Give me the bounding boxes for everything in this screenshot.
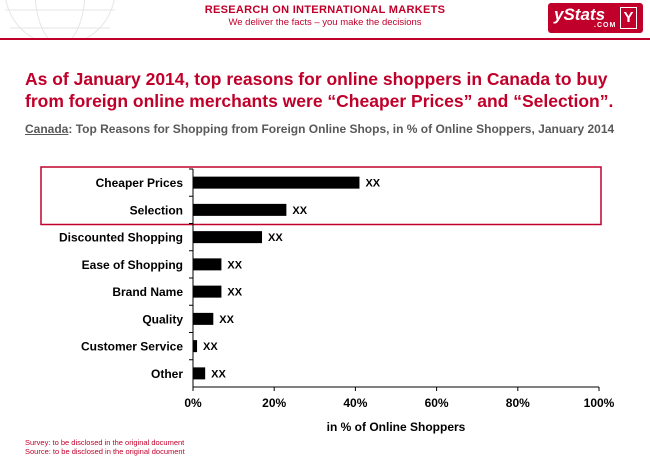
subtitle-text: : Top Reasons for Shopping from Foreign … (68, 122, 615, 136)
bar-value-label: XX (227, 287, 242, 299)
x-tick-label: 100% (584, 396, 615, 410)
category-label: Selection (130, 203, 183, 217)
category-label: Ease of Shopping (82, 258, 183, 272)
bar-value-label: XX (292, 205, 307, 217)
ystats-logo: yStats .COM Y (548, 3, 643, 33)
x-tick-label: 0% (184, 396, 202, 410)
logo-mark: Y (620, 7, 637, 29)
subtitle-country: Canada (25, 122, 69, 136)
slide-title: As of January 2014, top reasons for onli… (25, 69, 614, 111)
bar (193, 258, 222, 271)
footer-survey: Survey: to be disclosed in the original … (25, 438, 185, 447)
bar (193, 203, 287, 216)
bar (193, 340, 198, 353)
x-tick-label: 20% (262, 396, 286, 410)
bar (193, 176, 360, 189)
logo-text: yStats (554, 5, 606, 24)
x-axis-label: in % of Online Shoppers (327, 420, 466, 434)
bar (193, 285, 222, 298)
bar-value-label: XX (365, 178, 380, 190)
footer: Survey: to be disclosed in the original … (25, 438, 185, 456)
bar-value-label: XX (211, 368, 226, 380)
category-label: Discounted Shopping (59, 231, 183, 245)
globe-icon (5, 0, 115, 38)
bar-value-label: XX (227, 259, 242, 271)
footer-source: Source: to be disclosed in the original … (25, 447, 185, 456)
bar-value-label: XX (219, 314, 234, 326)
bar-value-label: XX (203, 341, 218, 353)
chart-subtitle: Canada: Top Reasons for Shopping from Fo… (25, 122, 625, 137)
x-tick-label: 40% (343, 396, 367, 410)
x-tick-label: 60% (425, 396, 449, 410)
category-label: Cheaper Prices (96, 176, 184, 190)
header-subtitle: We deliver the facts – you make the deci… (228, 17, 422, 28)
bar (193, 231, 263, 244)
category-label: Brand Name (112, 285, 183, 299)
bar (193, 312, 214, 325)
bar (193, 367, 206, 380)
x-tick-label: 80% (506, 396, 530, 410)
header-title: RESEARCH ON INTERNATIONAL MARKETS (204, 4, 446, 16)
category-label: Other (151, 367, 183, 381)
highlight-box (40, 166, 602, 226)
header-rule (0, 38, 650, 40)
category-label: Customer Service (81, 340, 183, 354)
category-label: Quality (142, 312, 183, 326)
bar-value-label: XX (268, 232, 283, 244)
logo-domain: .COM (594, 22, 617, 29)
header: RESEARCH ON INTERNATIONAL MARKETS We del… (0, 0, 650, 38)
